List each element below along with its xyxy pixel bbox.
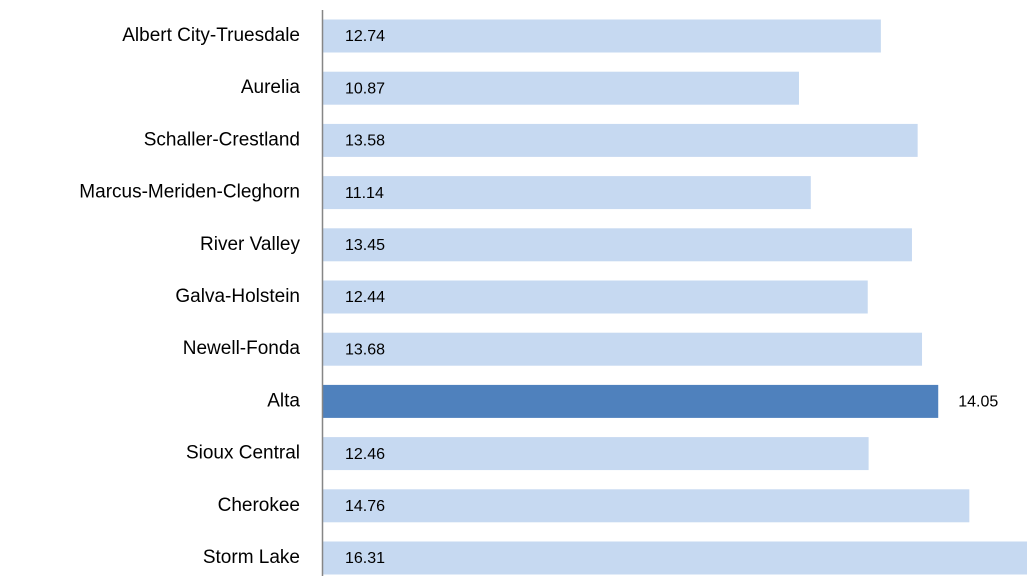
bar — [323, 228, 912, 262]
y-tick-label: Aurelia — [241, 77, 301, 98]
data-label: 11.14 — [345, 185, 384, 202]
y-tick-label: Sioux Central — [186, 443, 300, 464]
data-label: 14.05 — [958, 394, 998, 411]
y-tick-label: Galva-Holstein — [175, 286, 300, 307]
bar — [323, 176, 811, 210]
data-label: 13.58 — [345, 133, 385, 150]
data-label: 14.76 — [345, 498, 385, 515]
bar — [323, 280, 868, 314]
data-label: 13.68 — [345, 341, 385, 358]
bar — [323, 71, 799, 105]
data-label: 12.44 — [345, 289, 385, 306]
bar — [323, 19, 881, 53]
y-tick-label: Newell-Fonda — [183, 338, 301, 359]
plot-area — [323, 19, 1027, 575]
y-tick-label: Cherokee — [218, 495, 300, 516]
bar — [323, 332, 923, 366]
y-tick-label: Schaller-Crestland — [144, 129, 300, 150]
y-tick-label: Albert City-Truesdale — [122, 25, 300, 46]
y-tick-label: Alta — [267, 390, 300, 411]
y-tick-label: Storm Lake — [203, 547, 300, 568]
bar — [323, 541, 1027, 575]
data-label: 16.31 — [345, 550, 385, 567]
bar — [323, 384, 939, 418]
data-label: 13.45 — [345, 237, 385, 254]
data-label: 10.87 — [345, 80, 385, 97]
bar — [323, 489, 970, 523]
y-tick-label: River Valley — [200, 234, 300, 255]
data-label: 12.46 — [345, 446, 385, 463]
bar — [323, 123, 918, 157]
y-tick-label: Marcus-Meriden-Cleghorn — [79, 182, 300, 203]
data-label: 12.74 — [345, 28, 385, 45]
bar — [323, 437, 869, 471]
